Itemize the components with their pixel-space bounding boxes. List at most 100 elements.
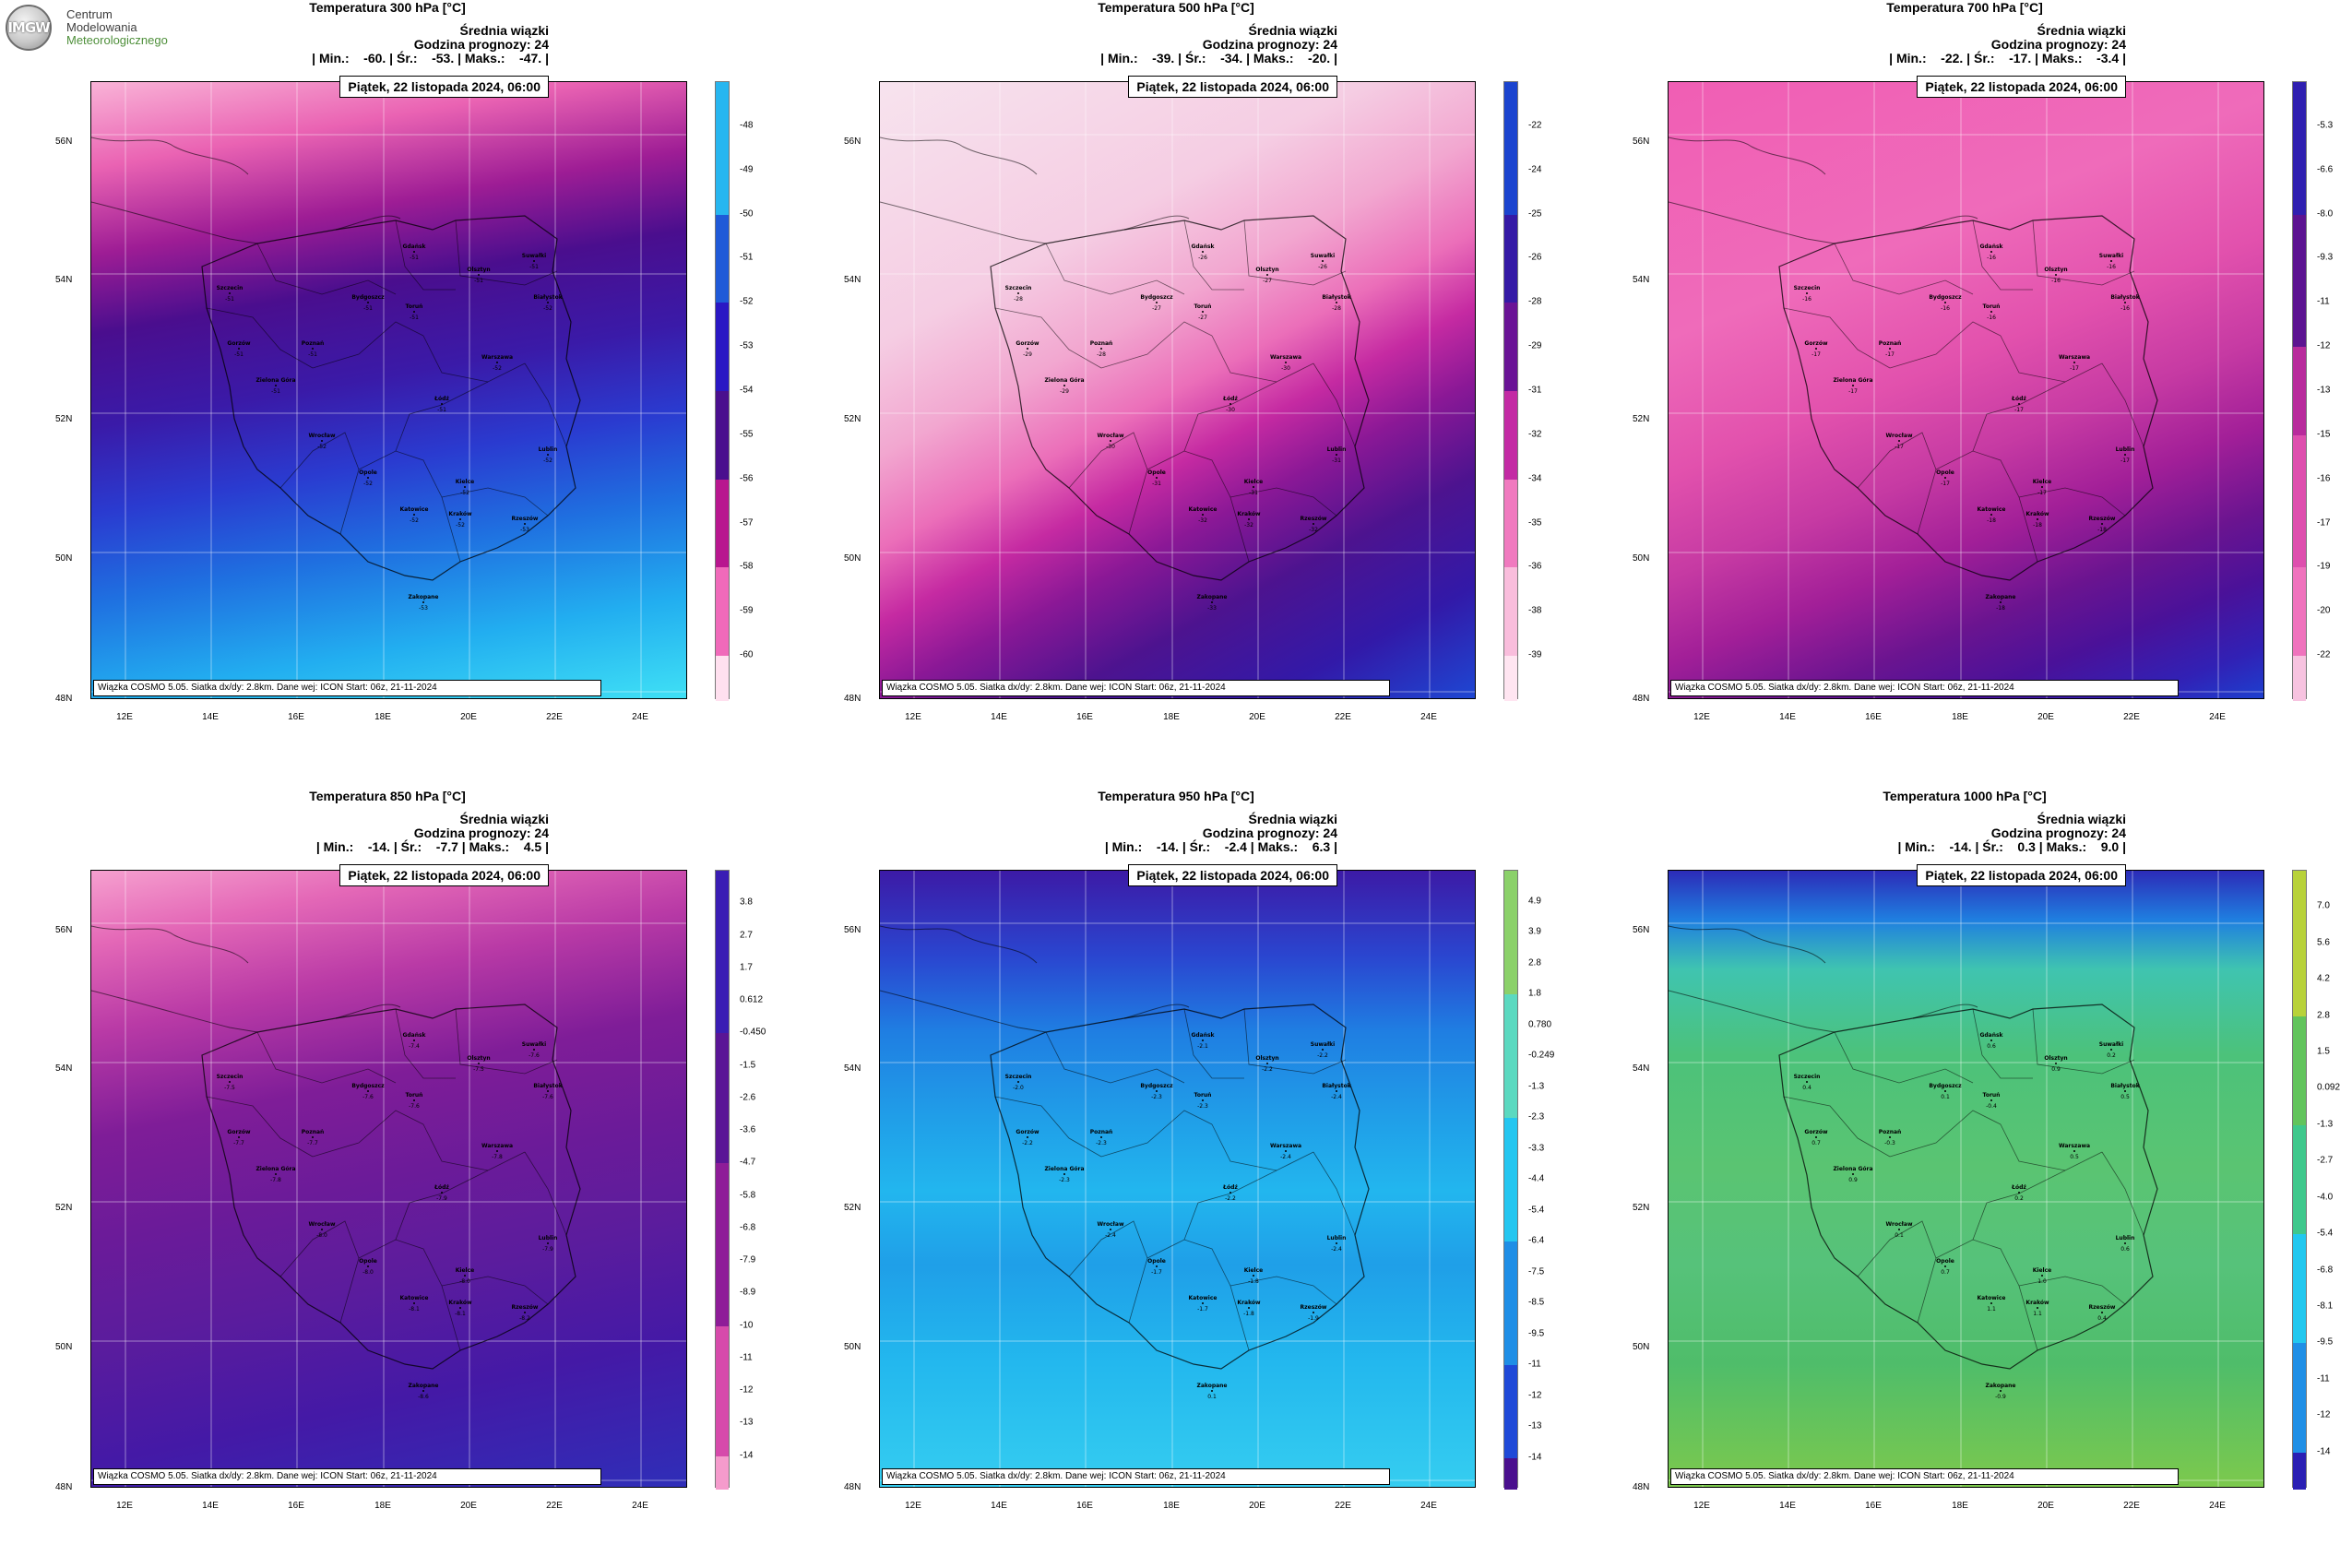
city-marker: Szczecin -16 <box>1794 285 1821 303</box>
colorbar-segment <box>2293 871 2306 909</box>
city-temperature: 0.9 <box>1848 1177 1858 1183</box>
city-marker: Lublin -2.4 <box>1327 1235 1347 1253</box>
city-dot <box>1852 385 1854 386</box>
colorbar-label: -54 <box>740 385 754 396</box>
colorbar-label: -19 <box>2317 561 2331 572</box>
logo-line-3: Meteorologicznego <box>66 33 168 47</box>
city-marker: Gorzów 0.7 <box>1804 1129 1828 1146</box>
city-marker: Olsztyn -7.5 <box>467 1055 490 1073</box>
colorbar-label: -13 <box>1528 1420 1542 1431</box>
city-marker: Bydgoszcz -16 <box>1929 294 1962 312</box>
city-dot <box>321 440 323 442</box>
latitude-tick: 50N <box>844 1342 861 1352</box>
city-temperature: -51 <box>271 388 280 395</box>
city-dot <box>229 292 231 294</box>
colorbar-label: -26 <box>1528 252 1542 263</box>
city-temperature: -7.4 <box>409 1043 420 1050</box>
model-footer: Wiązka COSMO 5.05. Siatka dx/dy: 2.8km. … <box>882 680 1390 696</box>
colorbar-label: -56 <box>740 473 754 484</box>
region-border <box>1857 1220 1937 1324</box>
colorbar-segment <box>716 391 729 436</box>
latitude-tick: 52N <box>55 1203 73 1213</box>
city-temperature: -18 <box>1987 517 1996 524</box>
city-temperature: -7.6 <box>409 1103 420 1110</box>
colorbar-segment <box>2293 1088 2306 1126</box>
latitude-tick: 50N <box>55 1342 73 1352</box>
city-dot <box>1336 302 1337 303</box>
city-temperature: -51 <box>308 351 317 358</box>
colorbar-label: -0.450 <box>740 1027 766 1038</box>
region-border <box>422 1123 526 1171</box>
city-name: Zakopane <box>408 594 438 600</box>
city-marker: Poznań -51 <box>302 340 325 358</box>
city-temperature: 0.1 <box>1207 1394 1217 1400</box>
imgw-logo: IMGW Centrum Modelowania Meteorologiczne… <box>6 5 181 51</box>
temperature-map: Gdańsk -2.1 Olsztyn -2.2 Suwałki -2.2 Szczecin… <box>879 870 1476 1488</box>
colorbar-label: -8.5 <box>1528 1297 1545 1308</box>
latitude-tick: 56N <box>1633 137 1650 147</box>
colorbar-segment <box>2293 258 2306 304</box>
city-name: Lublin <box>2116 446 2135 453</box>
city-name: Kielce <box>1244 479 1263 485</box>
longitude-tick: 22E <box>1335 1501 1351 1511</box>
temperature-map: Gdańsk -51 Olsztyn -51 Suwałki -51 Szczecin -51… <box>90 81 687 699</box>
city-temperature: -1.7 <box>1197 1306 1208 1313</box>
city-marker: Katowice 1.1 <box>1978 1295 2006 1313</box>
forecast-date: Piątek, 22 listopada 2024, 06:00 <box>339 864 549 886</box>
city-name: Poznań <box>1090 1129 1113 1135</box>
longitude-tick: 12E <box>905 1501 921 1511</box>
city-name: Katowice <box>400 506 429 513</box>
map-overlay: Gdańsk -2.1 Olsztyn -2.2 Suwałki -2.2 Szczecin… <box>880 871 1475 1487</box>
city-temperature: -18 <box>1996 605 2005 612</box>
longitude-tick: 14E <box>991 1501 1007 1511</box>
longitude-tick: 20E <box>1249 712 1265 722</box>
city-name: Gdańsk <box>402 1032 426 1039</box>
forecast-panel: Temperatura 700 hPa [°C] Średnia wiązki Go… <box>1577 0 2352 775</box>
region-border <box>1229 487 1337 517</box>
city-marker: Lublin -7.9 <box>539 1235 558 1253</box>
coastline <box>91 137 401 244</box>
colorbar-label: -13 <box>2317 385 2331 396</box>
city-temperature: 0.2 <box>2107 1052 2116 1059</box>
model-footer: Wiązka COSMO 5.05. Siatka dx/dy: 2.8km. … <box>1670 680 2179 696</box>
city-temperature: -17 <box>2037 490 2047 496</box>
city-marker: Rzeszów -53 <box>512 516 539 533</box>
region-border <box>441 487 549 517</box>
colorbar-label: 2.7 <box>740 930 753 941</box>
longitude-tick: 16E <box>1865 1501 1882 1511</box>
city-dot <box>2000 1390 2002 1392</box>
city-marker: Rzeszów -1.9 <box>1301 1304 1327 1322</box>
colorbar-segment <box>2293 907 2306 944</box>
city-name: Zielona Góra <box>255 377 295 384</box>
colorbar-label: -4.4 <box>1528 1173 1545 1184</box>
colorbar-segment <box>716 1163 729 1197</box>
city-temperature: -18 <box>2033 522 2042 529</box>
city-name: Zielona Góra <box>1833 1166 1872 1172</box>
colorbar-label: -14 <box>1528 1452 1542 1462</box>
city-name: Gorzów <box>1016 340 1039 347</box>
forecast-panel: Temperatura 1000 hPa [°C] Średnia wiązki G… <box>1577 789 2352 1563</box>
panel-info: Średnia wiązki Godzina prognozy: 24 | Min.… <box>1897 813 2126 854</box>
city-name: Szczecin <box>1794 1074 1821 1080</box>
longitude-tick: 12E <box>116 712 133 722</box>
city-name: Szczecin <box>217 1074 244 1080</box>
city-marker: Suwałki -26 <box>1311 253 1335 270</box>
city-marker: Wrocław -52 <box>309 433 336 450</box>
city-temperature: -1.8 <box>1243 1311 1254 1317</box>
colorbar-segment <box>1504 871 1517 903</box>
colorbar-label: 0.612 <box>740 994 764 1005</box>
logo-line-2: Modelowania <box>66 20 137 34</box>
region-border <box>1183 220 1244 291</box>
latitude-tick: 48N <box>844 1482 861 1492</box>
city-name: Opole <box>359 469 377 476</box>
colorbar-label: -36 <box>1528 561 1542 572</box>
coastline <box>880 137 1190 244</box>
city-temperature: -8.1 <box>455 1311 466 1317</box>
colorbar-label: 3.8 <box>740 897 753 908</box>
city-temperature: -7.5 <box>473 1066 484 1073</box>
city-marker: Zielona Góra 0.9 <box>1833 1166 1872 1183</box>
city-dot <box>2101 523 2103 525</box>
colorbar-label: -38 <box>1528 605 1542 616</box>
city-temperature: -17 <box>1895 444 1904 450</box>
city-name: Poznań <box>1090 340 1113 347</box>
